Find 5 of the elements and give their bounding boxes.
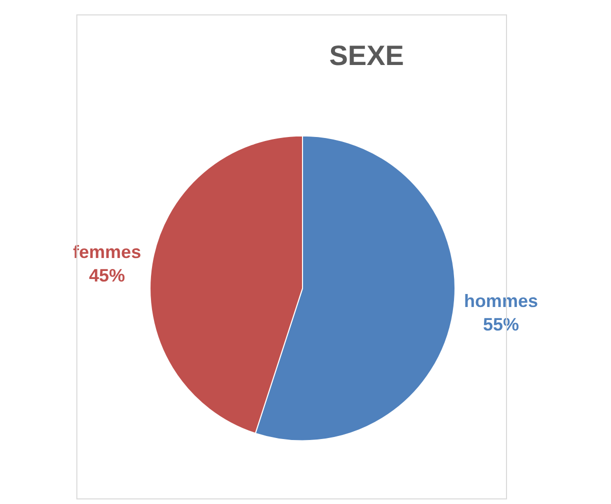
data-label: 45% [89,266,126,286]
slice-label: hommes [464,290,538,311]
slice-label: femmes [73,242,142,262]
data-label: 55% [482,314,519,334]
chart-title: SEXE [329,40,404,72]
